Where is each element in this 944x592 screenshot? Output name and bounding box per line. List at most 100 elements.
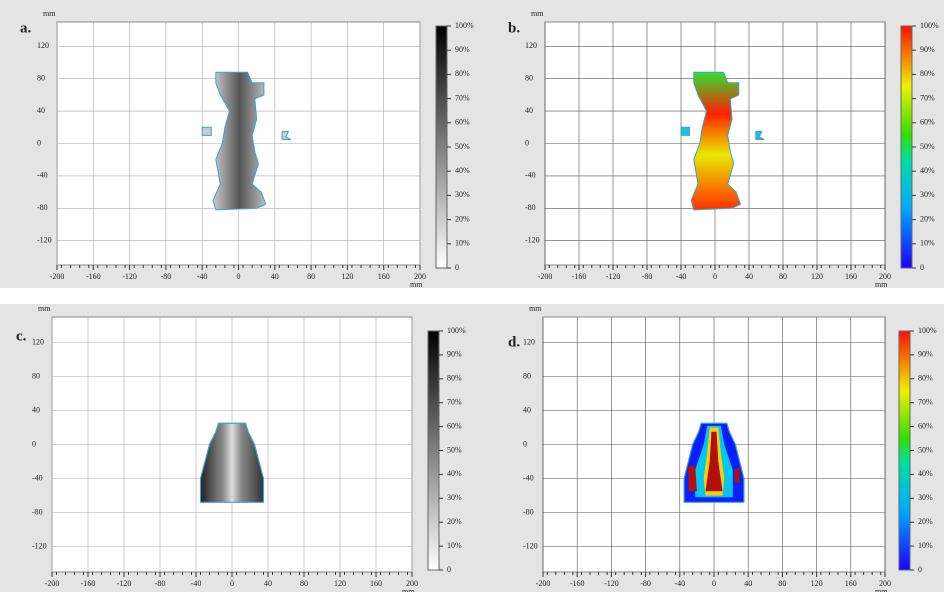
colorbar-label: 60% bbox=[920, 118, 935, 127]
colorbar-label: 80% bbox=[455, 69, 470, 78]
colorbar-label: 10% bbox=[455, 239, 470, 248]
y-tick-label: 80 bbox=[32, 371, 40, 380]
y-tick-label: 40 bbox=[525, 106, 533, 115]
y-tick-label: 0 bbox=[37, 138, 41, 147]
colorbar-label: 0 bbox=[455, 263, 459, 272]
y-tick-label: 40 bbox=[523, 405, 531, 414]
colorbar-label: 40% bbox=[447, 469, 462, 478]
colorbar-label: 100% bbox=[920, 21, 939, 30]
colorbar-label: 30% bbox=[455, 190, 470, 199]
colorbar-label: 80% bbox=[447, 374, 462, 383]
colorbar bbox=[428, 331, 439, 570]
colorbar-label: 40% bbox=[920, 166, 935, 175]
colorbar-label: 100% bbox=[918, 326, 937, 335]
x-tick-label: -80 bbox=[155, 579, 166, 588]
panel-label: c. bbox=[16, 328, 27, 344]
colorbar-label: 20% bbox=[918, 517, 933, 526]
x-tick-label: 160 bbox=[370, 579, 382, 588]
x-tick-label: 0 bbox=[713, 272, 717, 281]
colorbar-label: 0 bbox=[918, 565, 922, 574]
colorbar-label: 70% bbox=[447, 398, 462, 407]
y-unit: mm bbox=[38, 304, 51, 313]
x-tick-label: 120 bbox=[811, 272, 823, 281]
colorbar-label: 70% bbox=[918, 398, 933, 407]
x-tick-label: 160 bbox=[845, 272, 857, 281]
y-tick-label: -40 bbox=[525, 171, 536, 180]
pressure-map bbox=[681, 127, 690, 135]
figure: a. mm mm -200 -160 -120 -80 -40 0 40 80 120 160 200 -1… bbox=[0, 0, 944, 592]
y-tick-label: -120 bbox=[523, 541, 538, 550]
y-tick-label: -120 bbox=[37, 236, 52, 245]
colorbar-label: 90% bbox=[447, 350, 462, 359]
x-tick-label: -40 bbox=[676, 272, 687, 281]
colorbar-label: 10% bbox=[447, 541, 462, 550]
colorbar-label: 0 bbox=[447, 565, 451, 574]
y-tick-label: -120 bbox=[32, 541, 47, 550]
x-tick-label: 160 bbox=[845, 579, 857, 588]
y-tick-label: -40 bbox=[37, 171, 48, 180]
x-tick-label: 120 bbox=[341, 272, 353, 281]
colorbar-label: 70% bbox=[920, 93, 935, 102]
y-unit: mm bbox=[531, 9, 544, 18]
colorbar-label: 100% bbox=[447, 326, 466, 335]
x-tick-label: -200 bbox=[536, 579, 551, 588]
y-tick-label: 80 bbox=[525, 74, 533, 83]
colorbar-label: 90% bbox=[918, 350, 933, 359]
x-tick-label: 0 bbox=[237, 272, 241, 281]
y-tick-label: 0 bbox=[523, 439, 527, 448]
colorbar-label: 70% bbox=[455, 93, 470, 102]
y-tick-label: 120 bbox=[37, 41, 49, 50]
x-tick-label: -200 bbox=[50, 272, 65, 281]
colorbar-label: 30% bbox=[918, 493, 933, 502]
x-unit: mm bbox=[875, 280, 888, 289]
panel-label: d. bbox=[508, 334, 520, 350]
x-tick-label: 200 bbox=[414, 272, 426, 281]
colorbar-label: 80% bbox=[920, 69, 935, 78]
colorbar-label: 10% bbox=[920, 239, 935, 248]
colorbar-label: 90% bbox=[455, 45, 470, 54]
x-tick-label: 80 bbox=[779, 272, 787, 281]
colorbar-label: 60% bbox=[447, 421, 462, 430]
colorbar-label: 10% bbox=[918, 541, 933, 550]
colorbar bbox=[901, 26, 912, 268]
x-tick-label: 200 bbox=[879, 272, 891, 281]
pressure-map bbox=[202, 127, 211, 135]
x-tick-label: -200 bbox=[45, 579, 60, 588]
x-tick-label: -160 bbox=[81, 579, 96, 588]
x-tick-label: -120 bbox=[117, 579, 132, 588]
y-tick-label: 120 bbox=[32, 337, 44, 346]
x-tick-label: 40 bbox=[264, 579, 272, 588]
colorbar-label: 40% bbox=[918, 469, 933, 478]
y-tick-label: 40 bbox=[37, 106, 45, 115]
y-tick-label: 80 bbox=[37, 74, 45, 83]
colorbar-label: 80% bbox=[918, 374, 933, 383]
x-tick-label: -80 bbox=[642, 272, 653, 281]
x-tick-label: 80 bbox=[778, 579, 786, 588]
x-tick-label: -80 bbox=[161, 272, 172, 281]
y-tick-label: 120 bbox=[525, 41, 537, 50]
x-tick-label: -160 bbox=[86, 272, 101, 281]
x-tick-label: -120 bbox=[122, 272, 137, 281]
x-tick-label: 80 bbox=[307, 272, 315, 281]
colorbar-label: 20% bbox=[920, 214, 935, 223]
colorbar-label: 50% bbox=[455, 142, 470, 151]
colorbar bbox=[899, 331, 910, 570]
colorbar-label: 20% bbox=[447, 517, 462, 526]
x-tick-label: -200 bbox=[538, 272, 553, 281]
colorbar bbox=[436, 26, 447, 268]
y-tick-label: -80 bbox=[32, 507, 43, 516]
x-tick-label: 200 bbox=[406, 579, 418, 588]
colorbar-label: 40% bbox=[455, 166, 470, 175]
y-tick-label: -120 bbox=[525, 236, 540, 245]
colorbar-label: 20% bbox=[455, 214, 470, 223]
y-tick-label: -80 bbox=[523, 507, 534, 516]
x-tick-label: -160 bbox=[570, 579, 585, 588]
panel-label: b. bbox=[508, 20, 520, 36]
y-tick-label: -80 bbox=[37, 203, 48, 212]
x-tick-label: -40 bbox=[674, 579, 685, 588]
x-tick-label: -40 bbox=[197, 272, 208, 281]
colorbar-label: 30% bbox=[920, 190, 935, 199]
colorbar-label: 0 bbox=[920, 263, 924, 272]
panel-label: a. bbox=[20, 20, 32, 36]
x-tick-label: -160 bbox=[572, 272, 587, 281]
